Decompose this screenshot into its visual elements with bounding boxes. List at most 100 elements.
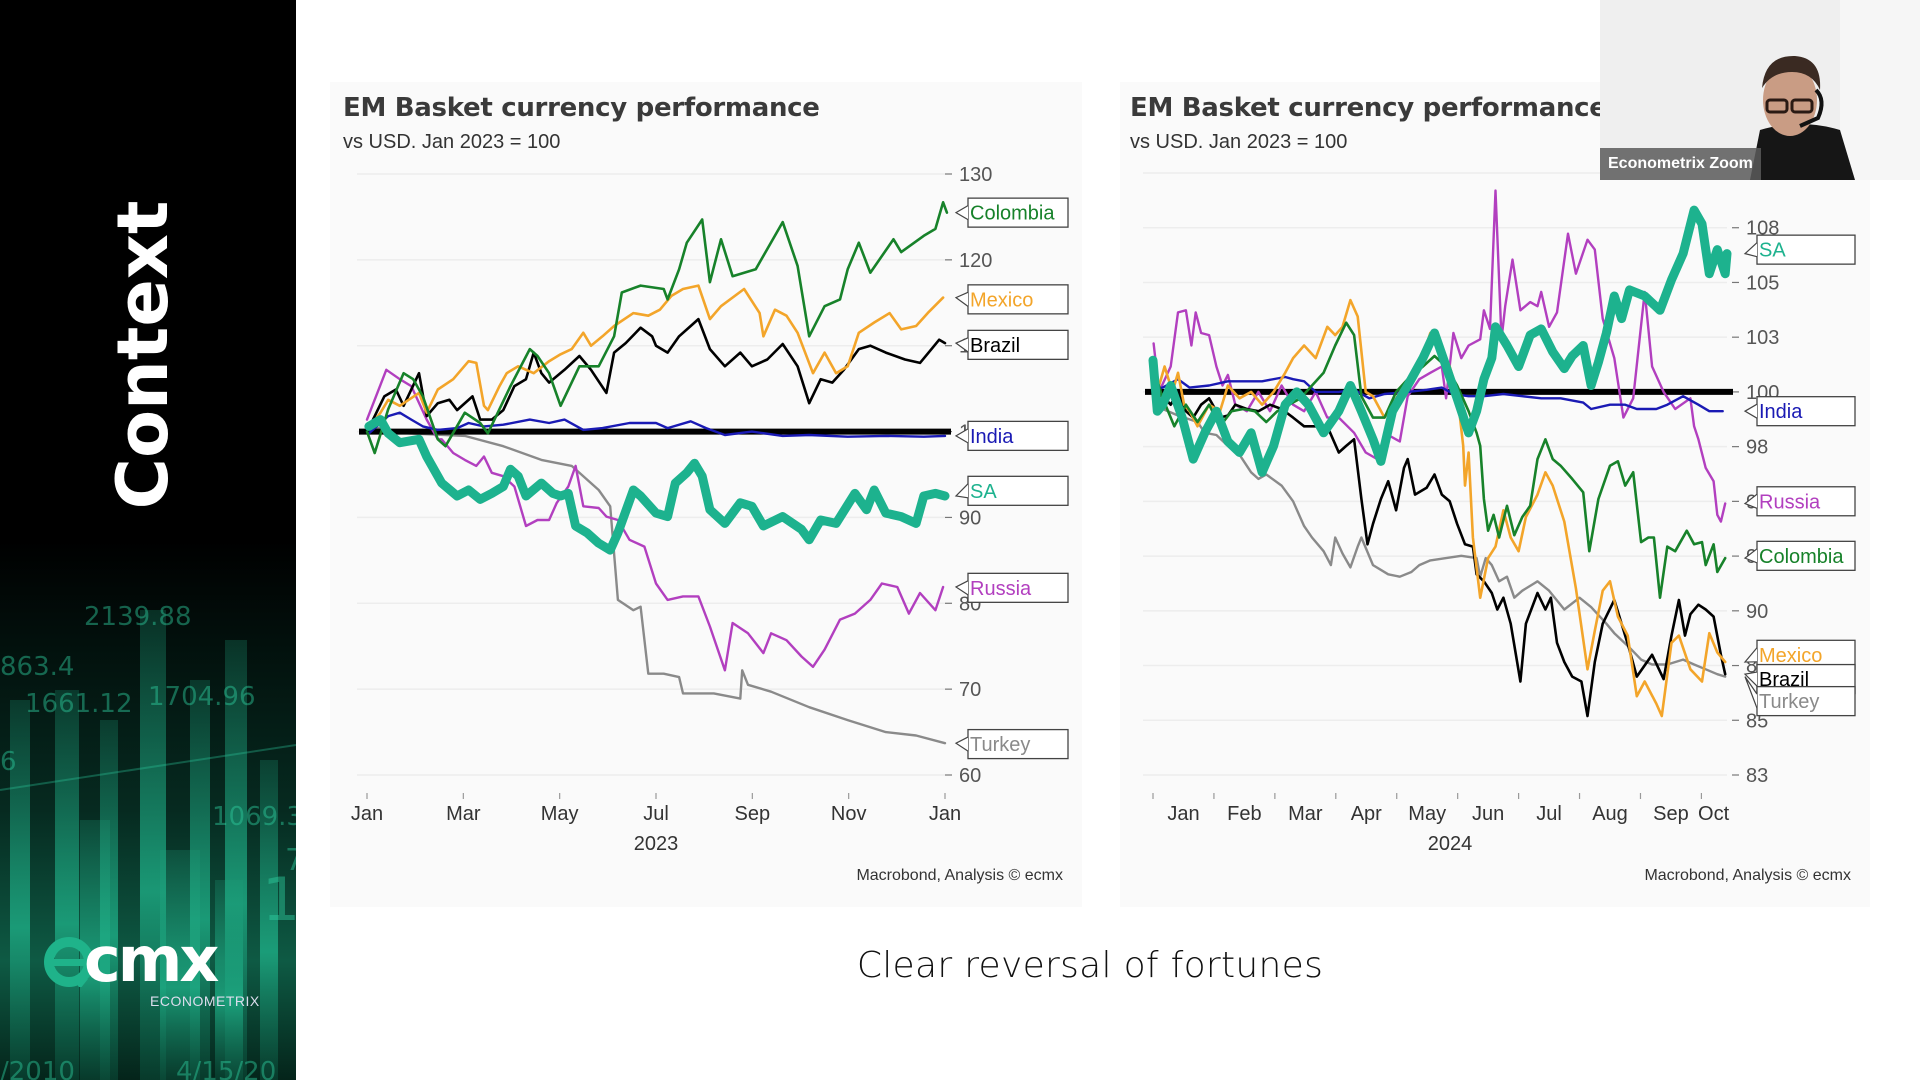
sidebar-bg-number: /2010 — [0, 1057, 75, 1080]
series-label-pointer — [1743, 671, 1758, 687]
series-label-sa: SA — [1743, 234, 1856, 265]
y-tick-label: 70 — [959, 679, 981, 701]
series-label-text: Mexico — [970, 289, 1033, 311]
series-label-box — [967, 284, 1069, 315]
sidebar-bg-bar — [260, 760, 278, 1080]
y-tick-label: 103 — [1746, 327, 1779, 349]
x-tick-label: Feb — [1227, 803, 1261, 825]
series-line-sa — [1148, 205, 1732, 477]
sidebar-bg-number: 7 — [285, 843, 296, 878]
sidebar-bg-number: 2139.88 — [84, 602, 192, 632]
y-tick-label: 120 — [959, 250, 992, 272]
x-tick-label: May — [1408, 803, 1446, 825]
y-tick-label: 108 — [1746, 218, 1779, 240]
series-label-box — [1756, 540, 1856, 571]
series-label-text: Russia — [1759, 491, 1821, 513]
chart-subtitle-2023: vs USD. Jan 2023 = 100 — [343, 131, 561, 153]
x-tick-label: May — [541, 803, 579, 825]
series-label-pointer — [954, 580, 969, 596]
series-label-text: Colombia — [1759, 546, 1844, 568]
x-tick-label: Jun — [1472, 803, 1504, 825]
series-line-colombia — [365, 201, 949, 455]
x-tick-label: Nov — [831, 803, 867, 825]
sidebar-bg-number: 10 — [262, 865, 296, 935]
series-label-pointer — [1743, 548, 1758, 564]
series-line-brazil — [1151, 367, 1727, 718]
x-axis-year-label: 2023 — [634, 833, 679, 855]
series-label-pointer — [1743, 647, 1758, 663]
sidebar-background-image: 2139.88 863.4 1661.12 1704.96 1069.3 710 6/201… — [0, 540, 296, 1080]
series-line-sa — [364, 415, 950, 555]
series-label-box — [967, 197, 1069, 228]
x-tick-label: Jul — [643, 803, 669, 825]
sidebar-bg-number: 4/15/20 — [176, 1057, 276, 1080]
x-tick-label: Sep — [1653, 803, 1689, 825]
logo-e-icon — [44, 937, 94, 987]
series-label-text: Turkey — [970, 734, 1030, 756]
y-tick-label: 98 — [1746, 437, 1768, 459]
series-line-russia — [1152, 189, 1727, 523]
participant-name-label: Econometrix Zoom — [1600, 148, 1761, 180]
x-tick-label: Oct — [1698, 803, 1730, 825]
chart-title-2023: EM Basket currency performance — [343, 93, 820, 123]
series-label-text: India — [970, 426, 1014, 448]
series-line-mexico — [367, 284, 945, 430]
series-label-text: SA — [970, 481, 997, 503]
series-label-pointer — [1743, 493, 1758, 509]
series-label-pointer — [954, 483, 969, 499]
series-label-brazil: Brazil — [954, 329, 1069, 361]
sidebar: 2139.88 863.4 1661.12 1704.96 1069.3 710 6/201… — [0, 0, 296, 1080]
x-tick-label: Aug — [1592, 803, 1628, 825]
series-label-box — [967, 572, 1069, 603]
series-label-india: India — [954, 420, 1069, 452]
ecmx-logo: cmx ECONOMETRIX — [44, 925, 264, 1015]
sidebar-bg-number: 6 — [0, 747, 17, 777]
series-label-text: Turkey — [1759, 691, 1819, 713]
series-label-pointer — [954, 337, 969, 353]
series-line-mexico — [1151, 298, 1727, 718]
x-tick-label: Mar — [1288, 803, 1323, 825]
x-tick-label: Jul — [1536, 803, 1562, 825]
series-label-mexico: Mexico — [954, 284, 1069, 315]
series-label-text: Russia — [970, 578, 1032, 600]
series-label-india: India — [1743, 396, 1856, 427]
series-label-box — [967, 420, 1069, 452]
sidebar-bg-number: 1661.12 — [25, 689, 133, 719]
series-label-pointer — [1743, 403, 1758, 419]
series-label-russia: Russia — [1743, 486, 1856, 517]
series-label-text: Mexico — [1759, 645, 1822, 667]
series-label-box — [1756, 234, 1856, 265]
series-label-colombia: Colombia — [954, 197, 1069, 228]
y-tick-label: 90 — [959, 507, 981, 529]
series-label-pointer — [954, 736, 969, 752]
chart-source-note: Macrobond, Analysis © ecmx — [856, 867, 1063, 884]
sidebar-bg-bar — [215, 880, 243, 1080]
series-label-pointer — [954, 428, 969, 444]
sidebar-bg-number: 1069.3 — [212, 802, 296, 832]
series-label-text: SA — [1759, 240, 1786, 262]
sidebar-bg-bar — [160, 850, 200, 1080]
y-tick-label: 60 — [959, 765, 981, 787]
chart-subtitle-2024: vs USD. Jan 2023 = 100 — [1130, 131, 1348, 153]
series-label-russia: Russia — [954, 572, 1069, 603]
series-label-turkey: Turkey — [1744, 676, 1856, 717]
series-label-turkey: Turkey — [954, 728, 1069, 760]
series-label-box — [1756, 486, 1856, 517]
series-label-pointer — [954, 205, 969, 221]
series-line-india — [1151, 375, 1724, 413]
series-label-text: Brazil — [970, 335, 1020, 357]
series-label-text: Colombia — [970, 203, 1055, 225]
series-label-pointer — [1744, 676, 1758, 709]
x-tick-label: Apr — [1351, 803, 1382, 825]
series-line-india — [367, 411, 947, 438]
x-tick-label: Mar — [446, 803, 481, 825]
chart-title-2024: EM Basket currency performance — [1130, 93, 1607, 123]
x-tick-label: Jan — [1167, 803, 1199, 825]
webcam-video-tile[interactable]: Econometrix Zoom — [1600, 0, 1920, 180]
series-line-turkey — [1151, 365, 1727, 678]
series-line-russia — [365, 368, 945, 672]
series-label-sa: SA — [954, 475, 1069, 506]
series-label-text: Brazil — [1759, 669, 1809, 691]
y-tick-label: 83 — [1746, 765, 1768, 787]
